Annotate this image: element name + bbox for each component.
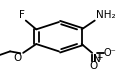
Text: O: O (90, 61, 98, 71)
Text: +: + (96, 53, 102, 62)
Text: F: F (19, 10, 24, 20)
Text: O⁻: O⁻ (104, 48, 117, 58)
Text: O: O (14, 53, 22, 63)
Text: NH₂: NH₂ (96, 10, 116, 20)
Text: N: N (93, 54, 100, 64)
